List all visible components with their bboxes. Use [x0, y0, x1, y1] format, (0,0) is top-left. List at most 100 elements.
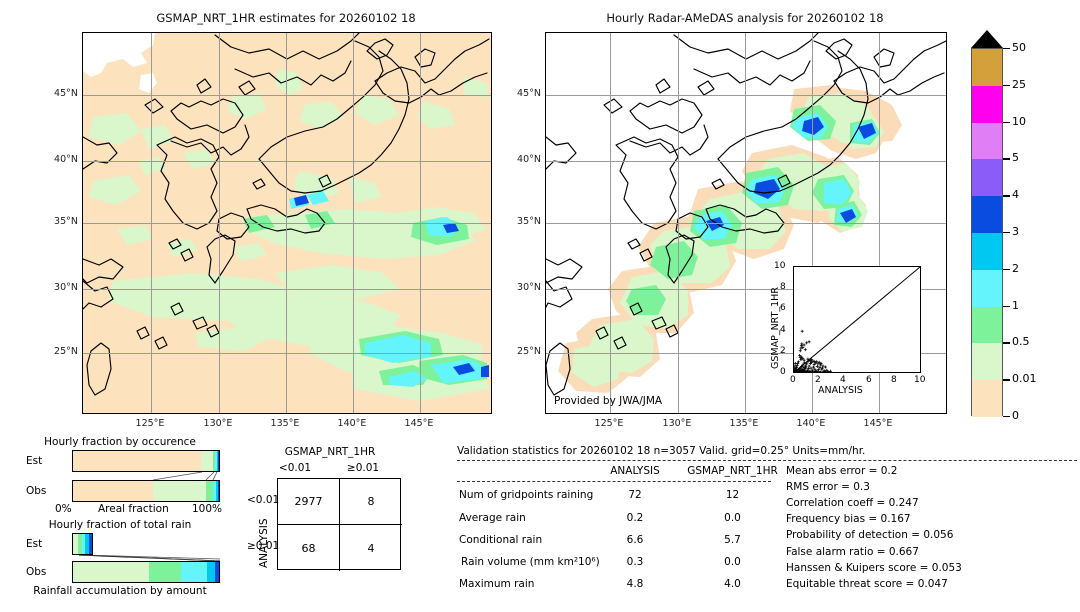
scatter-ytick-3: 6: [780, 303, 786, 313]
validation-row-gsmap-4: 4.0: [724, 578, 741, 590]
colorbar-seg-3-2: [972, 233, 1002, 270]
contingency-col-header-1: ≥0.01: [346, 462, 380, 474]
colorbar-tick-2: [1003, 268, 1010, 271]
colorbar-seg-1-05: [972, 306, 1002, 344]
bar-segment: [217, 481, 219, 501]
bar-segment: [216, 451, 218, 471]
grid-lat-40-r: [546, 161, 946, 162]
bar-segment: [207, 562, 215, 582]
bar-segment: [77, 534, 83, 554]
scatter-ytick-5: 10: [774, 261, 786, 271]
validation-rule-mid: [457, 481, 771, 482]
bar-segment: [213, 481, 217, 501]
colorbar-label-5: 5: [1012, 151, 1019, 165]
occurrence-bar-est[interactable]: [72, 450, 220, 472]
left-lon-tick-4: 145°E: [404, 418, 434, 429]
scatter-ytick-1: 2: [780, 346, 786, 356]
validation-score-4: Probability of detection = 0.056: [786, 529, 954, 541]
colorbar-seg-25-10: [972, 85, 1002, 123]
validation-row-gsmap-0: 12: [725, 489, 740, 501]
scatter-ylabel: GSMAP_NRT_1HR: [770, 287, 781, 369]
colorbar-tick-3: [1003, 232, 1010, 234]
colorbar-gradient: [971, 48, 1003, 417]
validation-col-header-analysis: ANALYSIS: [610, 465, 660, 477]
contingency-col-header-0: <0.01: [278, 462, 312, 474]
bar-segment: [73, 451, 202, 471]
grid-lat-35: [83, 223, 491, 224]
right-lon-tick-4: 145°E: [863, 418, 893, 429]
right-lat-tick-2: 35°N: [517, 216, 541, 227]
contingency-row-header-0: <0.01: [247, 494, 280, 506]
bar-segment: [85, 534, 89, 554]
occurrence-row-label-obs: Obs: [26, 485, 47, 497]
scatter-xtick-5: 10: [914, 375, 926, 385]
grid-lon-135: [286, 33, 287, 413]
left-lat-tick-3: 30°N: [54, 282, 78, 293]
colorbar-seg-5-4: [972, 159, 1002, 197]
contingency-title: GSMAP_NRT_1HR: [284, 446, 376, 458]
validation-row-name-0: Num of gridpoints raining: [459, 489, 594, 501]
scatter-xtick-2: 4: [840, 375, 846, 385]
right-lat-tick-0: 45°N: [517, 88, 541, 99]
validation-score-3: Frequency bias = 0.167: [786, 513, 911, 525]
colorbar-tick-05: [1003, 342, 1010, 344]
bar-segment: [73, 534, 78, 554]
right-lat-tick-4: 25°N: [517, 346, 541, 357]
grid-lat-45: [83, 95, 491, 96]
precipitation-colorbar[interactable]: 50 25 10 5 4 3 2 1 0.5 0.01 0: [962, 30, 1072, 422]
colorbar-seg-001-0: [972, 380, 1002, 417]
grid-lon-140-r: [812, 33, 813, 413]
radar-amedas-analysis-map[interactable]: Provided by JWA/JMA 10 8 6 4 2 0 0 2 4 6…: [545, 32, 947, 414]
scatter-inset-frame[interactable]: [793, 266, 921, 373]
validation-row-gsmap-3: 0.0: [724, 556, 741, 568]
contingency-cell-1-1: 4: [367, 541, 375, 555]
scatter-xlabel: ANALYSIS: [818, 385, 863, 396]
scatter-ytick-2: 4: [780, 325, 786, 335]
totalrain-chart-title: Hourly fraction of total rain: [48, 519, 192, 531]
grid-lat-30-r: [546, 289, 946, 290]
colorbar-seg-50-25: [972, 49, 1002, 86]
validation-score-0: Mean abs error = 0.2: [786, 465, 898, 477]
colorbar-seg-05-001: [972, 343, 1002, 381]
colorbar-label-2: 2: [1012, 261, 1019, 275]
colorbar-seg-2-1: [972, 269, 1002, 307]
bar-segment: [148, 562, 182, 582]
right-lat-tick-3: 30°N: [517, 282, 541, 293]
totalrain-connectors: [78, 555, 220, 561]
occurrence-axis-max: 100%: [192, 503, 223, 515]
left-lon-tick-3: 140°E: [337, 418, 367, 429]
validation-row-analysis-4: 4.8: [626, 578, 644, 590]
scatter-xtick-3: 6: [866, 375, 872, 385]
scatter-xtick-4: 8: [891, 375, 897, 385]
bar-segment: [82, 534, 86, 554]
left-panel-title: GSMAP_NRT_1HR estimates for 20260102 18: [156, 11, 416, 25]
bar-segment: [181, 562, 208, 582]
colorbar-label-10: 10: [1012, 114, 1026, 128]
colorbar-tick-1: [1003, 305, 1010, 307]
validation-row-analysis-3: 0.3: [626, 556, 644, 568]
gsmap-estimate-map[interactable]: [82, 32, 492, 414]
totalrain-bar-est[interactable]: [72, 533, 93, 555]
validation-row-analysis-2: 6.6: [626, 534, 644, 546]
validation-row-analysis-1: 0.2: [626, 512, 644, 524]
right-lon-tick-0: 125°E: [594, 418, 624, 429]
colorbar-over-arrow: [971, 30, 1003, 48]
grid-lon-130: [219, 33, 220, 413]
grid-lat-25: [83, 353, 491, 354]
grid-lon-125-r: [610, 33, 611, 413]
contingency-table[interactable]: 2977 8 68 4: [277, 478, 402, 571]
colorbar-label-3: 3: [1012, 225, 1019, 238]
validation-rule-top: [457, 460, 1077, 461]
validation-header: Validation statistics for 20260102 18 n=…: [457, 445, 866, 457]
validation-score-5: False alarm ratio = 0.667: [786, 546, 919, 558]
colorbar-label-4: 4: [1012, 188, 1019, 202]
totalrain-bar-obs[interactable]: [72, 561, 220, 583]
validation-row-name-1: Average rain: [459, 512, 526, 524]
bar-segment: [217, 451, 219, 471]
validation-score-2: Correlation coeff = 0.247: [786, 497, 919, 509]
scatter-xtick-1: 2: [815, 375, 821, 385]
validation-score-7: Equitable threat score = 0.047: [786, 578, 948, 590]
validation-score-6: Hanssen & Kuipers score = 0.053: [786, 562, 962, 574]
validation-row-gsmap-1: 0.0: [724, 512, 741, 524]
occurrence-bar-obs[interactable]: [72, 480, 220, 502]
